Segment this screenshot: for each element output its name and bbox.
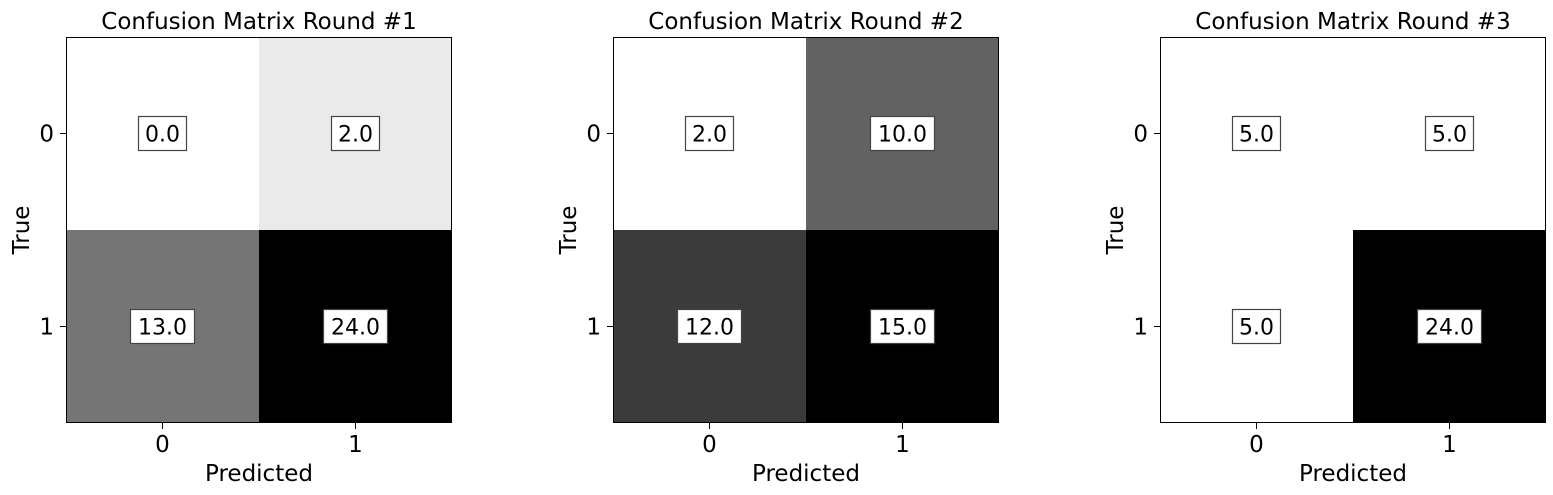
cell-value-label: 2.0	[692, 123, 727, 148]
value-label-box	[137, 115, 188, 152]
x-tick-label: 0	[155, 432, 170, 458]
cell-value-label: 5.0	[1239, 316, 1274, 341]
y-axis-label: True	[556, 206, 582, 256]
x-tick-label: 0	[702, 432, 717, 458]
cell-value-label: 0.0	[145, 123, 180, 148]
axes-frame	[66, 37, 452, 423]
value-label-box	[869, 308, 936, 345]
y-tick-label: 1	[1133, 315, 1148, 341]
axes-frame	[613, 37, 999, 423]
x-tick-label: 1	[895, 432, 910, 458]
y-tick-label: 1	[586, 315, 601, 341]
value-label-box	[676, 308, 743, 345]
cell-value-label: 10.0	[878, 123, 927, 148]
cell-value-label: 2.0	[338, 123, 373, 148]
value-label-box	[322, 308, 389, 345]
value-label-box	[1424, 115, 1475, 152]
y-tick-label: 0	[39, 122, 54, 148]
y-tick-label: 0	[586, 122, 601, 148]
y-tick-label: 1	[39, 315, 54, 341]
y-axis-label: True	[9, 206, 35, 256]
value-label-box	[1231, 115, 1282, 152]
value-label-box	[1231, 308, 1282, 345]
value-label-box	[330, 115, 381, 152]
chart-title: Confusion Matrix Round #2	[648, 9, 963, 35]
value-label-box	[1416, 308, 1483, 345]
chart-title: Confusion Matrix Round #1	[101, 9, 416, 35]
axes-frame	[1160, 37, 1546, 423]
x-axis-label: Predicted	[1299, 461, 1407, 487]
cell-value-label: 5.0	[1239, 123, 1274, 148]
value-label-box	[869, 115, 936, 152]
cell-value-label: 24.0	[331, 316, 380, 341]
value-label-box	[129, 308, 196, 345]
confusion-matrix-panel-1: 0.0 2.0 13.0 24.0 Confusion Matrix Round #1 0…	[9, 9, 452, 487]
confusion-matrix-panel-3: 5.0 5.0 5.0 24.0 Confusion Matrix Round #3 0 1…	[1103, 9, 1546, 487]
cell-value-label: 15.0	[878, 316, 927, 341]
x-tick-label: 0	[1249, 432, 1264, 458]
y-axis-label: True	[1103, 206, 1129, 256]
cell-value-label: 13.0	[138, 316, 187, 341]
cell-value-label: 5.0	[1432, 123, 1467, 148]
y-tick-label: 0	[1133, 122, 1148, 148]
cell-value-label: 12.0	[685, 316, 734, 341]
x-tick-label: 1	[348, 432, 363, 458]
chart-title: Confusion Matrix Round #3	[1195, 9, 1510, 35]
value-label-box	[684, 115, 735, 152]
x-axis-label: Predicted	[752, 461, 860, 487]
confusion-matrix-panel-2: 2.0 10.0 12.0 15.0 Confusion Matrix Round #2…	[556, 9, 999, 487]
cell-value-label: 24.0	[1425, 316, 1474, 341]
x-axis-label: Predicted	[205, 461, 313, 487]
x-tick-label: 1	[1442, 432, 1457, 458]
